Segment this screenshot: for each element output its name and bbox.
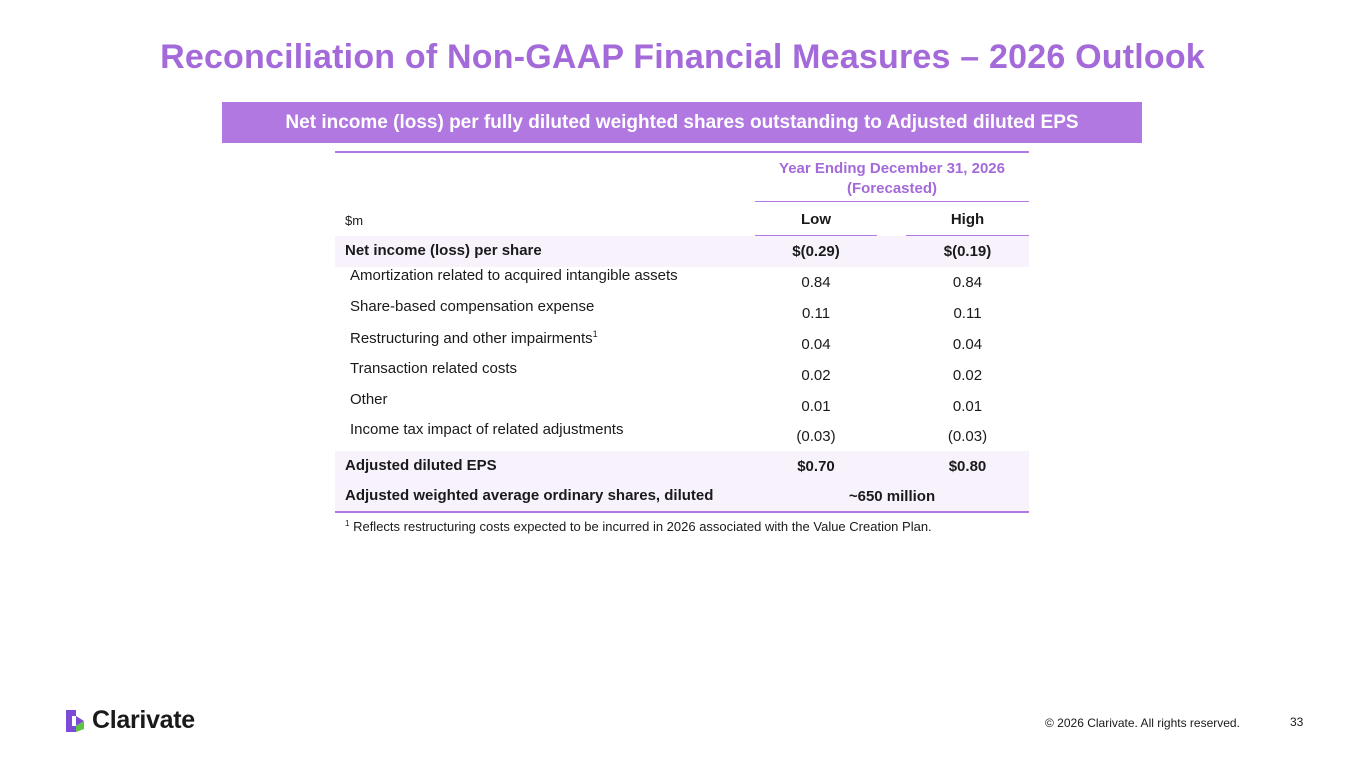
- copyright: © 2026 Clarivate. All rights reserved.: [1045, 716, 1240, 730]
- high-header-rule: [906, 235, 1029, 236]
- row-value-high: (0.03): [947, 428, 988, 445]
- row-value-high: $0.80: [948, 458, 987, 475]
- table-row: Income tax impact of related adjustments…: [335, 421, 1029, 452]
- row-value-low: 0.84: [801, 274, 831, 291]
- row-value-high: 0.11: [953, 305, 982, 322]
- column-header-high: High: [950, 211, 985, 228]
- row-label: Share-based compensation expense: [350, 298, 595, 315]
- low-header-rule: [755, 235, 877, 236]
- row-value-high: 0.02: [952, 367, 983, 384]
- row-label: Adjusted weighted average ordinary share…: [345, 487, 714, 504]
- brand-name: Clarivate: [92, 706, 195, 734]
- clarivate-logo-icon: [66, 709, 84, 732]
- table-row: Adjusted weighted average ordinary share…: [335, 481, 1029, 511]
- row-value-low: $0.70: [797, 458, 835, 475]
- row-value-high: 0.01: [952, 398, 983, 415]
- table-row: Adjusted diluted EPS $0.70 $0.80: [335, 451, 1029, 482]
- row-label: Amortization related to acquired intangi…: [350, 267, 678, 284]
- row-value-high: $(0.19): [943, 243, 992, 260]
- row-value-high: 0.04: [952, 336, 983, 353]
- footnote-marker: 1: [345, 519, 350, 528]
- table-row: Restructuring and other impairments1 0.0…: [335, 329, 1029, 360]
- row-label-text: Restructuring and other impairments: [350, 330, 593, 347]
- row-value-high: 0.84: [952, 274, 983, 291]
- page-title: Reconciliation of Non-GAAP Financial Mea…: [160, 38, 1205, 76]
- row-label: Other: [350, 391, 388, 408]
- row-value-combined: ~650 million: [848, 488, 936, 505]
- page-number: 33: [1290, 715, 1304, 729]
- table-top-rule: [335, 151, 1029, 153]
- row-label: Transaction related costs: [350, 360, 518, 377]
- table-row: Transaction related costs 0.02 0.02: [335, 360, 1029, 391]
- row-value-low: 0.11: [801, 305, 831, 322]
- row-value-low: 0.04: [801, 336, 831, 353]
- unit-label: $m: [345, 213, 364, 228]
- section-banner: Net income (loss) per fully diluted weig…: [222, 102, 1142, 143]
- brand-logo: Clarivate: [62, 706, 195, 735]
- table-row: Net income (loss) per share $(0.29) $(0.…: [335, 236, 1029, 267]
- row-label: Net income (loss) per share: [345, 242, 542, 259]
- period-rule: [755, 201, 1029, 202]
- row-value-low: $(0.29): [792, 243, 840, 260]
- period-line-2: (Forecasted): [846, 180, 938, 197]
- table-bottom-rule: [335, 511, 1029, 513]
- row-value-low: (0.03): [796, 428, 836, 445]
- row-label: Adjusted diluted EPS: [345, 457, 497, 474]
- table-row: Share-based compensation expense 0.11 0.…: [335, 298, 1029, 329]
- footnote: 1 Reflects restructuring costs expected …: [345, 519, 932, 534]
- row-value-low: 0.01: [801, 398, 831, 415]
- row-value-low: 0.02: [801, 367, 831, 384]
- row-label: Income tax impact of related adjustments: [350, 421, 624, 438]
- row-label: Restructuring and other impairments1: [350, 329, 598, 347]
- footnote-marker: 1: [592, 329, 598, 339]
- table-row: Amortization related to acquired intangi…: [335, 267, 1029, 298]
- period-line-1: Year Ending December 31, 2026: [779, 160, 1005, 177]
- footnote-text: Reflects restructuring costs expected to…: [353, 519, 932, 534]
- period-header: Year Ending December 31, 2026 (Forecaste…: [755, 159, 1029, 199]
- table-row: Other 0.01 0.01: [335, 391, 1029, 422]
- column-header-low: Low: [801, 211, 831, 228]
